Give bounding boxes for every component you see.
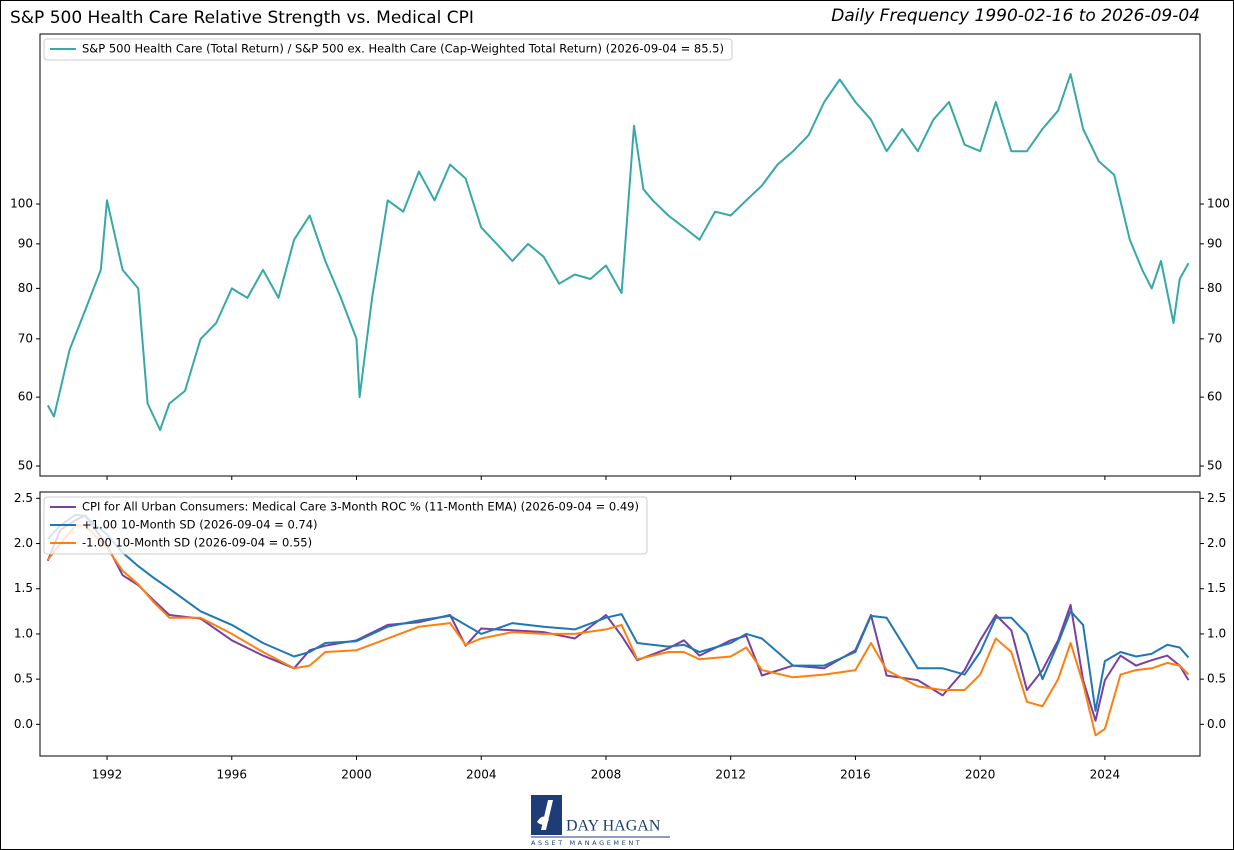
logo: DAY HAGAN ASSET MANAGEMENT bbox=[531, 795, 670, 847]
y-tick-label-right: 2.0 bbox=[1207, 536, 1226, 550]
x-tick-label: 2008 bbox=[591, 768, 622, 782]
series-line bbox=[47, 513, 1190, 712]
y-tick-label-right: 1.0 bbox=[1207, 626, 1226, 640]
y-tick-label: 70 bbox=[18, 331, 33, 345]
y-tick-label-right: 80 bbox=[1207, 281, 1222, 295]
legend: S&P 500 Health Care (Total Return) / S&P… bbox=[43, 38, 733, 61]
legend: CPI for All Urban Consumers: Medical Car… bbox=[43, 496, 648, 555]
series-line bbox=[46, 73, 1190, 431]
axes-frame bbox=[39, 33, 1201, 477]
logo-glyph bbox=[537, 800, 553, 830]
x-tick-label: 1992 bbox=[92, 768, 123, 782]
legend-box bbox=[43, 496, 648, 555]
y-tick-label: 2.5 bbox=[14, 491, 33, 505]
plot-area bbox=[46, 513, 1190, 737]
x-tick-label: 1996 bbox=[217, 768, 248, 782]
y-tick-label: 90 bbox=[18, 236, 33, 250]
logo-tagline: ASSET MANAGEMENT bbox=[531, 839, 642, 847]
x-tick-label: 2000 bbox=[341, 768, 372, 782]
legend-label: -1.00 10-Month SD (2026-09-04 = 0.55) bbox=[82, 536, 312, 550]
y-tick-label: 100 bbox=[10, 197, 33, 211]
legend-label: +1.00 10-Month SD (2026-09-04 = 0.74) bbox=[82, 518, 318, 532]
logo-name: DAY HAGAN bbox=[566, 818, 661, 835]
y-tick-label-right: 0.5 bbox=[1207, 672, 1226, 686]
y-tick-label: 0.0 bbox=[14, 717, 33, 731]
legend-box bbox=[43, 38, 733, 61]
axes-frame bbox=[39, 491, 1201, 757]
y-tick-label-right: 70 bbox=[1207, 331, 1222, 345]
y-tick-label-right: 1.5 bbox=[1207, 581, 1226, 595]
y-tick-label: 1.0 bbox=[14, 626, 33, 640]
y-tick-label-right: 50 bbox=[1207, 459, 1222, 473]
legend-label: CPI for All Urban Consumers: Medical Car… bbox=[82, 500, 639, 514]
y-tick-label-right: 90 bbox=[1207, 236, 1222, 250]
x-tick-label: 2020 bbox=[965, 768, 996, 782]
x-tick-label: 2024 bbox=[1090, 768, 1121, 782]
y-tick-label: 0.5 bbox=[14, 672, 33, 686]
y-tick-label: 1.5 bbox=[14, 581, 33, 595]
y-tick-label-right: 60 bbox=[1207, 390, 1222, 404]
y-tick-label: 60 bbox=[18, 390, 33, 404]
y-tick-label-right: 2.5 bbox=[1207, 491, 1226, 505]
y-tick-label: 80 bbox=[18, 281, 33, 295]
x-tick-label: 2004 bbox=[466, 768, 497, 782]
y-tick-label: 50 bbox=[18, 459, 33, 473]
chart-title: S&P 500 Health Care Relative Strength vs… bbox=[10, 8, 474, 28]
y-tick-label: 2.0 bbox=[14, 536, 33, 550]
plot-area bbox=[46, 73, 1190, 431]
y-tick-label-right: 0.0 bbox=[1207, 717, 1226, 731]
x-tick-label: 2016 bbox=[840, 768, 871, 782]
series-line bbox=[46, 514, 1190, 722]
y-tick-label-right: 100 bbox=[1207, 197, 1230, 211]
x-tick-label: 2012 bbox=[715, 768, 746, 782]
series-line bbox=[47, 524, 1190, 737]
legend-label: S&P 500 Health Care (Total Return) / S&P… bbox=[82, 42, 724, 56]
chart-subtitle: Daily Frequency 1990-02-16 to 2026-09-04 bbox=[831, 6, 1200, 26]
